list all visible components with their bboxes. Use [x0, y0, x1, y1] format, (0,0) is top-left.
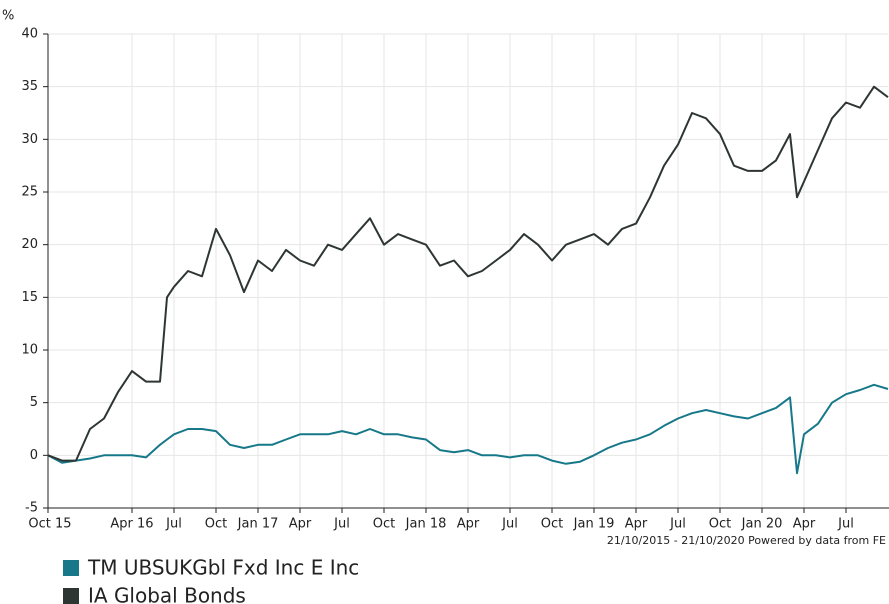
x-tick-label: Jul: [165, 517, 182, 532]
y-tick-label: 20: [21, 237, 38, 252]
annotation: 21/10/2015 - 21/10/2020 Powered by data …: [607, 534, 886, 547]
legend-swatch: [63, 588, 79, 604]
legend-label: TM UBSUKGbl Fxd Inc E Inc: [87, 556, 359, 580]
series-line: [47, 383, 889, 475]
x-tick-label: Oct 15: [28, 517, 71, 532]
x-tick-label: Jan 19: [573, 517, 615, 532]
y-tick-label: 35: [21, 79, 38, 94]
y-tick-label: 30: [21, 132, 38, 147]
y-tick-label: 5: [30, 395, 38, 410]
x-tick-label: Oct: [709, 517, 731, 532]
y-tick-label: 25: [21, 185, 38, 200]
x-tick-label: Apr: [625, 517, 648, 532]
x-tick-label: Apr 16: [110, 517, 153, 532]
x-tick-label: Jan 18: [405, 517, 447, 532]
x-tick-label: Apr: [289, 517, 312, 532]
x-tick-label: Jul: [837, 517, 854, 532]
y-tick-label: -5: [25, 501, 38, 516]
x-tick-label: Jan 17: [237, 517, 279, 532]
y-tick-label: 10: [21, 343, 38, 358]
x-tick-label: Jul: [333, 517, 350, 532]
y-axis-label: %: [2, 9, 14, 24]
x-tick-label: Jul: [501, 517, 518, 532]
series-line: [47, 85, 889, 462]
x-tick-label: Apr: [793, 517, 816, 532]
legend-swatch: [63, 560, 79, 576]
x-tick-label: Oct: [541, 517, 563, 532]
x-tick-label: Oct: [205, 517, 227, 532]
x-tick-label: Oct: [373, 517, 395, 532]
legend-label: IA Global Bonds: [88, 584, 246, 604]
x-tick-label: Jul: [669, 517, 686, 532]
y-tick-label: 15: [21, 290, 38, 305]
x-tick-label: Jan 20: [741, 517, 783, 532]
x-tick-label: Apr: [457, 517, 480, 532]
y-tick-label: 0: [30, 448, 38, 463]
y-tick-label: 40: [21, 27, 38, 42]
